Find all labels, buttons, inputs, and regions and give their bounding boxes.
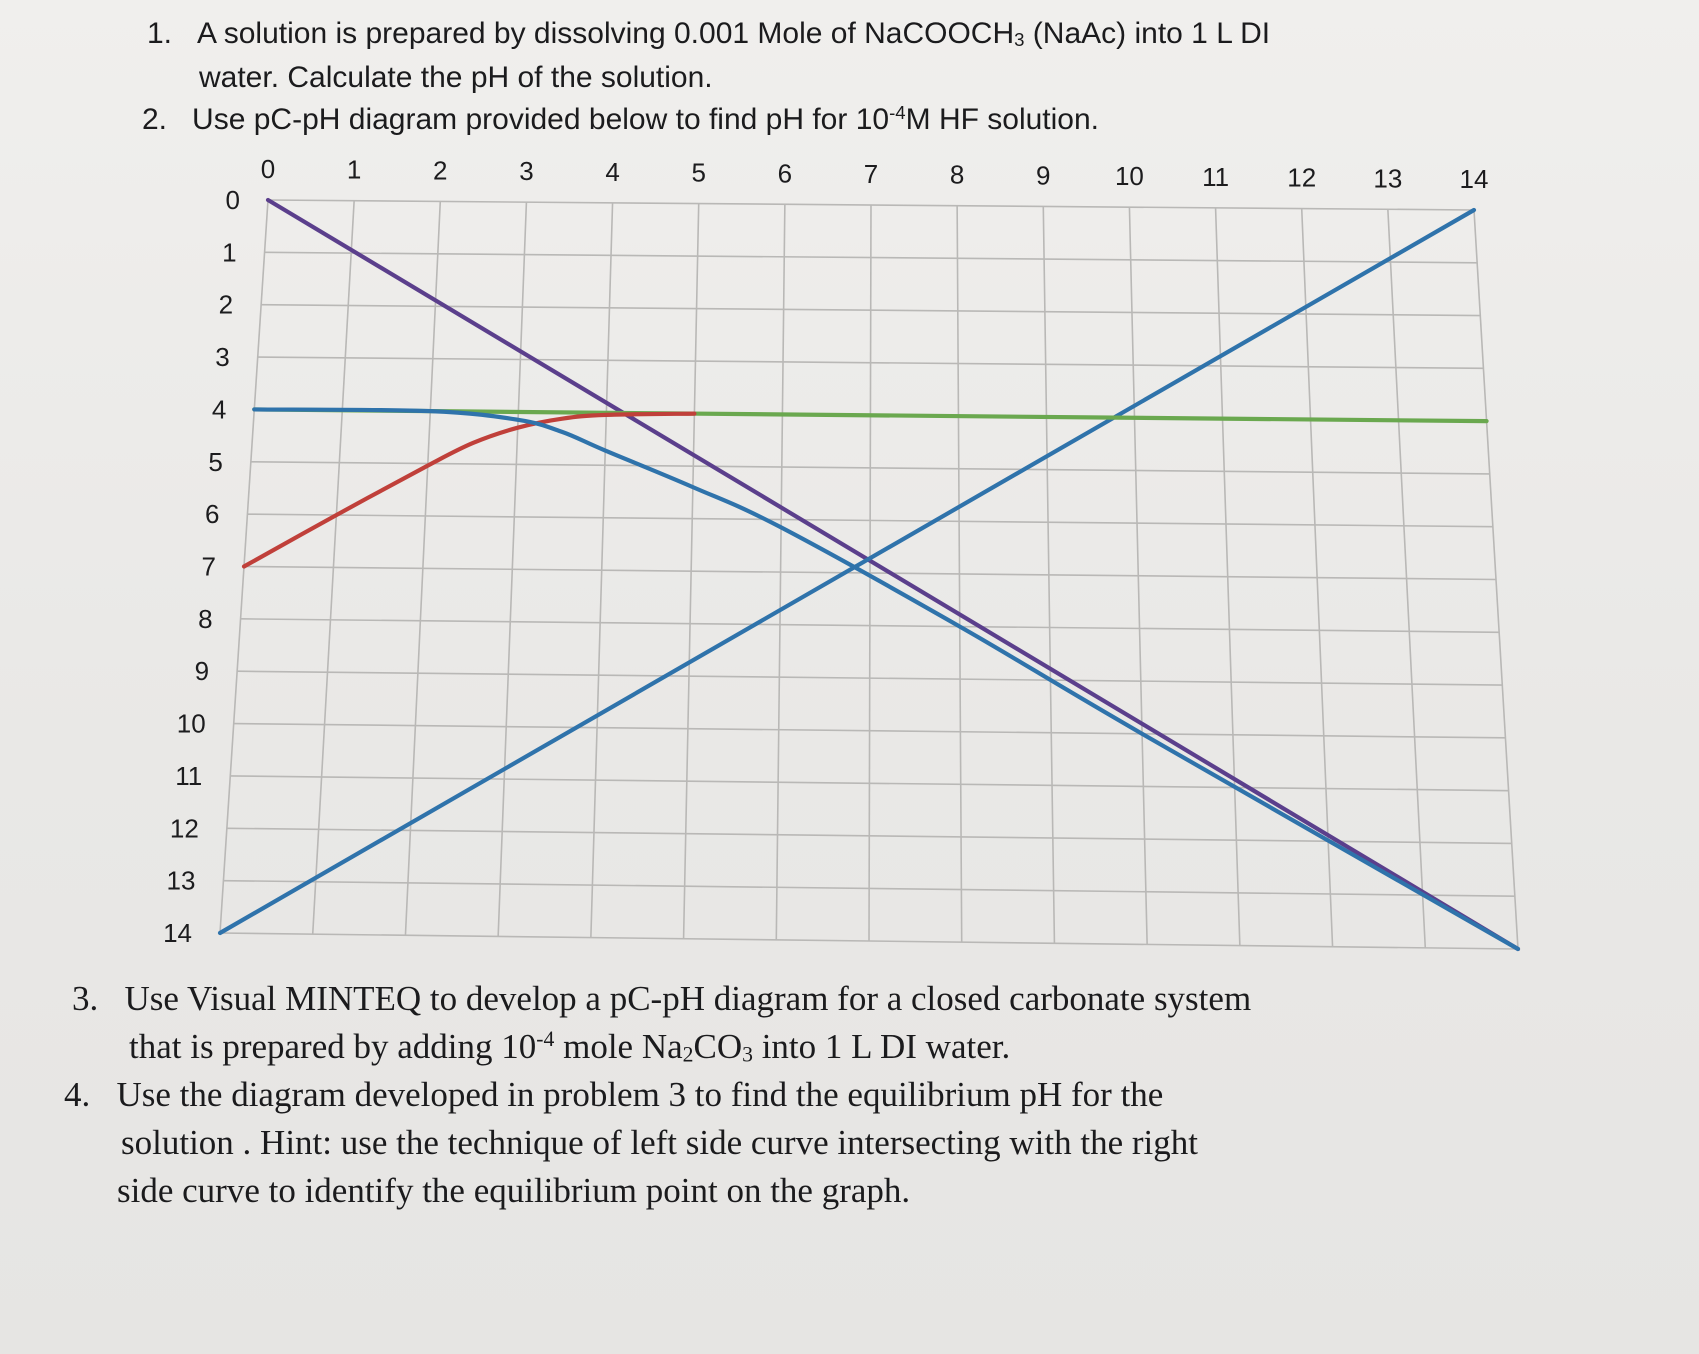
x-tick-label: 8 [950, 160, 964, 190]
grid-line-horizontal [223, 879, 1515, 898]
grid-line-horizontal [237, 670, 1503, 686]
y-tick-label: 0 [226, 185, 240, 215]
y-tick-label: 4 [212, 394, 226, 424]
x-tick-label: 0 [261, 154, 275, 184]
x-tick-label: 13 [1373, 163, 1402, 193]
x-tick-label: 3 [519, 156, 533, 186]
grid-line-horizontal [230, 775, 1509, 792]
question-4-line-2: solution . Hint: use the technique of le… [121, 1123, 1198, 1162]
x-tick-label: 2 [433, 155, 447, 185]
question-4-line-3: side curve to identify the equilibrium p… [117, 1171, 911, 1210]
x-tick-label: 6 [778, 158, 792, 188]
series-line-4 [241, 411, 697, 569]
question-3-line-2: that is prepared by adding 10-4 mole Na2… [129, 1027, 1011, 1067]
y-tick-label: 9 [195, 656, 209, 686]
grid-line-vertical [1042, 206, 1056, 944]
y-tick-label: 2 [219, 290, 233, 320]
grid-line-horizontal [243, 565, 1497, 581]
y-tick-label: 8 [198, 604, 212, 634]
x-tick-labels: 0 1 2 3 4 5 6 7 8 9 10 11 12 13 14 [261, 154, 1489, 194]
question-1-number: 1. [147, 17, 173, 50]
question-2: 2. Use pC-pH diagram provided below to f… [142, 100, 1099, 140]
grid-line-horizontal [240, 618, 1500, 634]
series-line-1 [265, 197, 1521, 952]
y-tick-label: 5 [208, 447, 222, 477]
question-4-line-1: 4. Use the diagram developed in problem … [64, 1072, 1163, 1117]
question-4-number: 4. [64, 1075, 91, 1114]
grid-line-vertical [1214, 207, 1241, 946]
series-line-2 [217, 207, 1477, 936]
y-tick-label: 10 [177, 709, 206, 739]
chart-series [217, 197, 1521, 952]
question-3-number: 3. [72, 979, 99, 1018]
y-tick-label: 6 [205, 499, 219, 529]
grid-line-horizontal [226, 827, 1512, 845]
x-tick-label: 14 [1460, 164, 1489, 194]
y-tick-label: 7 [202, 552, 216, 582]
chart-grid [219, 199, 1519, 950]
question-1-line-2: water. Calculate the pH of the solution. [199, 61, 713, 94]
y-tick-label: 11 [175, 761, 202, 791]
grid-line-vertical [1128, 207, 1148, 945]
y-tick-label: 1 [222, 237, 236, 267]
grid-line-horizontal [233, 722, 1506, 739]
series-line-5 [252, 407, 1521, 952]
grid-line-vertical [956, 205, 963, 943]
x-tick-label: 10 [1115, 161, 1144, 191]
x-tick-label: 9 [1036, 160, 1050, 190]
y-tick-label: 13 [167, 866, 196, 896]
x-tick-label: 11 [1202, 162, 1229, 192]
question-3-line-1: 3. Use Visual MINTEQ to develop a pC-pH … [72, 976, 1251, 1021]
y-tick-label: 12 [170, 813, 199, 843]
x-tick-label: 5 [691, 158, 705, 188]
grid-line-vertical [1300, 208, 1334, 947]
y-tick-label: 3 [215, 342, 229, 372]
grid-line-horizontal [219, 932, 1519, 950]
x-tick-label: 12 [1287, 163, 1316, 193]
question-1-line-1: 1. A solution is prepared by dissolving … [147, 14, 1270, 54]
grid-line-vertical [1473, 209, 1519, 950]
grid-line-vertical [1387, 209, 1427, 948]
x-tick-label: 1 [347, 155, 361, 185]
x-tick-label: 7 [864, 159, 878, 189]
y-tick-label: 14 [163, 918, 192, 948]
x-tick-label: 4 [605, 157, 619, 187]
question-2-number: 2. [142, 103, 168, 136]
